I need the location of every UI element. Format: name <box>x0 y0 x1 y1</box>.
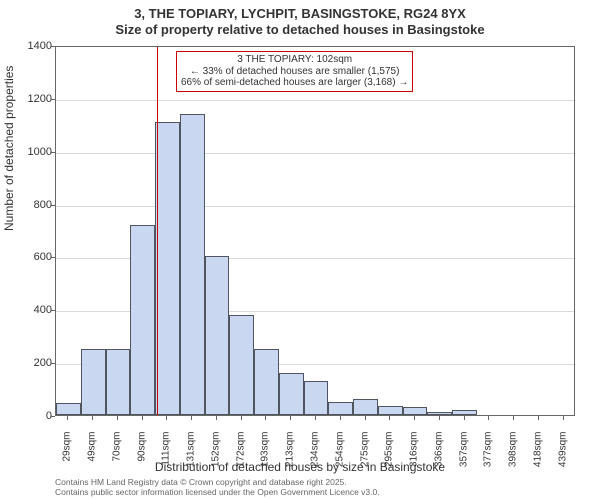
x-tick-mark <box>563 416 564 420</box>
annotation-box: 3 THE TOPIARY: 102sqm← 33% of detached h… <box>176 51 413 92</box>
x-tick-label: 336sqm <box>433 432 444 472</box>
title-line-2: Size of property relative to detached ho… <box>0 22 600 38</box>
title-line-1: 3, THE TOPIARY, LYCHPIT, BASINGSTOKE, RG… <box>0 6 600 22</box>
gridline <box>56 206 574 207</box>
histogram-bar <box>229 315 254 415</box>
y-tick-label: 800 <box>12 199 52 211</box>
x-tick-label: 29sqm <box>62 432 73 472</box>
x-tick-label: 193sqm <box>260 432 271 472</box>
y-tick-label: 0 <box>12 410 52 422</box>
annotation-line: ← 33% of detached houses are smaller (1,… <box>181 66 408 78</box>
x-tick-mark <box>389 416 390 420</box>
y-tick-label: 1400 <box>12 40 52 52</box>
histogram-bar <box>155 122 180 415</box>
x-tick-mark <box>439 416 440 420</box>
gridline <box>56 100 574 101</box>
x-tick-mark <box>538 416 539 420</box>
y-tick-label: 1000 <box>12 146 52 158</box>
x-tick-label: 439sqm <box>557 432 568 472</box>
x-tick-label: 418sqm <box>532 432 543 472</box>
histogram-bar <box>254 349 279 415</box>
histogram-bar <box>130 225 155 415</box>
x-tick-mark <box>265 416 266 420</box>
histogram-bar <box>205 256 230 415</box>
histogram-bar <box>378 406 403 415</box>
x-tick-label: 213sqm <box>285 432 296 472</box>
gridline <box>56 153 574 154</box>
x-tick-mark <box>488 416 489 420</box>
x-tick-mark <box>241 416 242 420</box>
x-tick-label: 90sqm <box>136 432 147 472</box>
histogram-bar <box>81 349 106 415</box>
x-tick-label: 316sqm <box>409 432 420 472</box>
x-tick-mark <box>117 416 118 420</box>
x-tick-mark <box>92 416 93 420</box>
histogram-bar <box>304 381 329 415</box>
histogram-bar <box>353 399 378 415</box>
x-tick-label: 152sqm <box>210 432 221 472</box>
histogram-bar <box>452 410 477 415</box>
histogram-bar <box>403 407 428 415</box>
histogram-bar <box>279 373 304 415</box>
y-tick-label: 200 <box>12 357 52 369</box>
chart-title: 3, THE TOPIARY, LYCHPIT, BASINGSTOKE, RG… <box>0 6 600 39</box>
x-tick-label: 131sqm <box>186 432 197 472</box>
histogram-bar <box>56 403 81 415</box>
x-tick-label: 70sqm <box>111 432 122 472</box>
histogram-bar <box>106 349 131 415</box>
annotation-line: 66% of semi-detached houses are larger (… <box>181 77 408 89</box>
x-tick-label: 275sqm <box>359 432 370 472</box>
x-tick-mark <box>142 416 143 420</box>
x-tick-mark <box>464 416 465 420</box>
x-tick-label: 295sqm <box>384 432 395 472</box>
x-tick-mark <box>315 416 316 420</box>
histogram-bar <box>427 412 452 415</box>
reference-line <box>157 47 158 415</box>
x-tick-mark <box>365 416 366 420</box>
histogram-bar <box>328 402 353 415</box>
annotation-line: 3 THE TOPIARY: 102sqm <box>181 54 408 66</box>
x-tick-label: 111sqm <box>161 432 172 472</box>
plot-area: 3 THE TOPIARY: 102sqm← 33% of detached h… <box>55 46 575 416</box>
footnote-line-2: Contains public sector information licen… <box>55 488 380 498</box>
x-tick-mark <box>513 416 514 420</box>
x-tick-mark <box>216 416 217 420</box>
y-tick-label: 600 <box>12 251 52 263</box>
y-tick-label: 400 <box>12 304 52 316</box>
y-tick-label: 1200 <box>12 93 52 105</box>
x-tick-mark <box>414 416 415 420</box>
x-tick-mark <box>67 416 68 420</box>
x-tick-label: 172sqm <box>235 432 246 472</box>
x-tick-mark <box>166 416 167 420</box>
chart-container: 3, THE TOPIARY, LYCHPIT, BASINGSTOKE, RG… <box>0 0 600 500</box>
x-tick-label: 49sqm <box>87 432 98 472</box>
x-tick-label: 398sqm <box>508 432 519 472</box>
x-tick-mark <box>191 416 192 420</box>
x-tick-label: 377sqm <box>483 432 494 472</box>
x-tick-label: 234sqm <box>310 432 321 472</box>
histogram-bar <box>180 114 205 415</box>
footnote: Contains HM Land Registry data © Crown c… <box>55 478 380 498</box>
x-tick-mark <box>340 416 341 420</box>
x-tick-mark <box>290 416 291 420</box>
x-tick-label: 357sqm <box>458 432 469 472</box>
x-tick-label: 254sqm <box>334 432 345 472</box>
